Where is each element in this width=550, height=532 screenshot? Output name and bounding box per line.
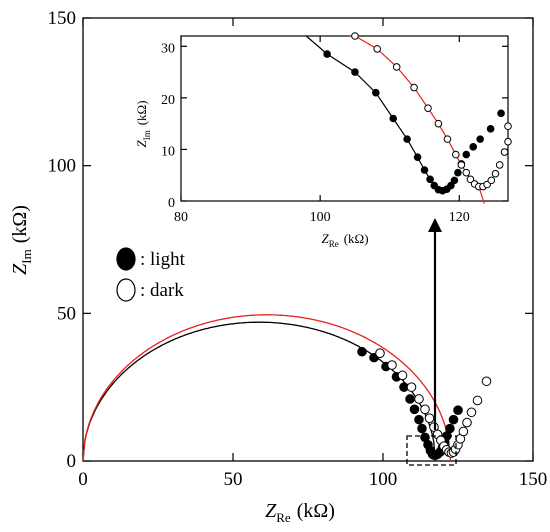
data-point-light (476, 135, 484, 143)
y-tick-label: 50 (57, 303, 76, 324)
data-point-dark (406, 382, 417, 392)
data-point-dark (457, 161, 466, 169)
data-point-light (450, 176, 459, 185)
x-tick-label: 120 (449, 210, 470, 225)
legend: : light : dark (116, 247, 186, 302)
zoom-region-box (406, 435, 457, 466)
data-point-dark (462, 168, 471, 177)
data-point-light (357, 346, 367, 357)
data-point-dark (424, 104, 432, 112)
inset-axis-ticks: 80 100 120 0 10 20 30 (161, 36, 508, 225)
data-point-light (447, 181, 455, 190)
y-tick-label: 100 (48, 156, 77, 177)
data-point-dark (420, 404, 430, 415)
main-fit-curves (82, 314, 452, 462)
y-tick-label: 20 (161, 93, 175, 108)
data-point-dark (504, 137, 512, 146)
data-point-dark (373, 45, 382, 53)
data-point-light (417, 423, 427, 434)
y-tick-label: 0 (67, 451, 77, 472)
x-tick-label: 0 (78, 469, 88, 490)
data-point-dark (397, 370, 408, 381)
data-point-dark (452, 150, 460, 159)
inset-plot: 80 100 120 0 10 20 30 ZRe (kΩ) ZIm(kΩ) (134, 32, 512, 249)
legend-marker-light (116, 247, 136, 271)
data-point-dark (375, 348, 385, 359)
data-point-light (372, 88, 380, 97)
legend-marker-dark (116, 278, 136, 302)
main-data-points (357, 346, 492, 460)
inset-y-axis-label: ZIm(kΩ) (134, 100, 152, 147)
legend-label-light: : light (140, 249, 186, 270)
data-point-light (462, 150, 471, 159)
data-point-light (486, 125, 495, 133)
data-point-light (453, 405, 463, 416)
x-tick-label: 100 (310, 210, 331, 225)
y-tick-label: 150 (48, 8, 77, 29)
data-point-dark (434, 119, 443, 128)
data-point-dark (392, 63, 401, 71)
inset-data-points (323, 32, 512, 195)
x-tick-label: 80 (174, 210, 188, 225)
main-plot-frame (82, 17, 534, 462)
data-point-dark (351, 32, 359, 40)
data-point-dark (466, 175, 475, 184)
fit-curve-light (82, 321, 437, 462)
data-point-light (497, 109, 505, 118)
main-x-axis-label: ZRe (kΩ) (265, 500, 335, 525)
data-point-light (389, 114, 398, 123)
data-point-dark (443, 135, 452, 143)
data-point-dark (491, 169, 500, 178)
main-y-axis-label: ZIm(kΩ) (9, 205, 34, 275)
data-point-dark (495, 161, 504, 169)
data-point-dark (481, 376, 492, 387)
data-point-light (414, 414, 424, 425)
inset-plot-frame (180, 35, 509, 202)
data-point-dark (410, 83, 418, 92)
data-point-dark (462, 417, 472, 428)
data-point-dark (387, 360, 397, 370)
data-point-dark (472, 395, 483, 406)
data-point-light (403, 135, 411, 143)
data-point-light (469, 143, 478, 151)
data-point-light (413, 153, 422, 161)
data-point-light (420, 166, 429, 174)
data-point-light (351, 68, 359, 76)
data-point-light (454, 168, 462, 177)
data-point-dark (458, 426, 469, 437)
fit-curve-dark (82, 314, 452, 462)
y-tick-label: 0 (168, 196, 175, 211)
data-point-dark (414, 394, 424, 404)
x-tick-label: 150 (519, 469, 548, 490)
data-point-dark (504, 122, 512, 131)
data-point-light (426, 175, 434, 184)
y-tick-label: 30 (161, 41, 175, 56)
inset-x-axis-label: ZRe (kΩ) (321, 231, 368, 249)
x-tick-label: 50 (224, 469, 243, 490)
x-tick-label: 100 (369, 469, 398, 490)
data-point-light (448, 414, 459, 425)
y-tick-label: 10 (161, 144, 175, 159)
legend-label-dark: : dark (140, 280, 184, 301)
data-point-dark (500, 148, 509, 156)
data-point-light (409, 404, 420, 415)
zoom-arrow (428, 218, 442, 430)
data-point-dark (466, 407, 477, 418)
data-point-light (323, 50, 331, 58)
data-point-light (445, 423, 455, 434)
data-point-light (405, 394, 415, 404)
data-point-dark (487, 176, 496, 185)
data-point-dark (424, 413, 435, 423)
